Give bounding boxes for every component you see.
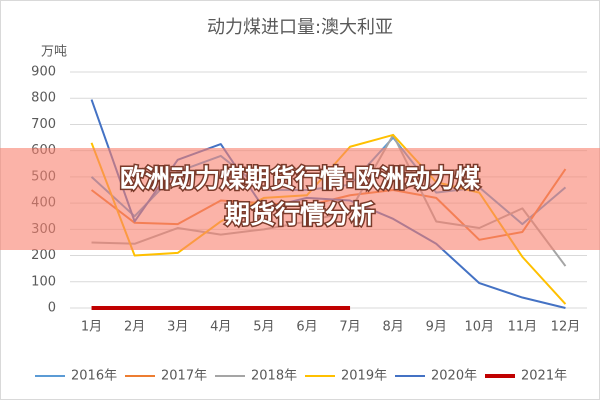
legend-label: 2020年 — [431, 369, 477, 384]
y-axis-label: 万吨 — [41, 45, 67, 60]
x-tick-label: 1月 — [81, 320, 102, 335]
banner-text: 欧洲动力煤期货行情:欧洲动力煤 — [120, 164, 480, 193]
y-tick-label: 700 — [31, 117, 56, 132]
y-tick-label: 200 — [31, 248, 56, 263]
x-tick-label: 7月 — [339, 320, 360, 335]
banner-text: 期货行情分析 — [225, 200, 375, 229]
x-tick-label: 11月 — [508, 320, 538, 335]
x-tick-label: 9月 — [426, 320, 447, 335]
x-tick-label: 6月 — [296, 320, 317, 335]
x-tick-label: 10月 — [465, 320, 495, 335]
x-tick-label: 5月 — [253, 320, 274, 335]
x-tick-label: 12月 — [551, 320, 581, 335]
chart-title: 动力煤进口量:澳大利亚 — [207, 17, 393, 38]
x-tick-label: 2月 — [124, 320, 145, 335]
legend-label: 2019年 — [341, 369, 387, 384]
legend-label: 2016年 — [71, 369, 117, 384]
banner — [0, 148, 600, 250]
legend-label: 2018年 — [251, 369, 297, 384]
y-tick-label: 900 — [31, 65, 56, 80]
y-tick-label: 100 — [31, 274, 56, 289]
x-tick-label: 3月 — [167, 320, 188, 335]
legend-label: 2021年 — [521, 369, 567, 384]
y-tick-label: 0 — [48, 301, 56, 316]
legend-label: 2017年 — [161, 369, 207, 384]
x-tick-label: 4月 — [210, 320, 231, 335]
x-tick-label: 8月 — [382, 320, 403, 335]
y-tick-label: 800 — [31, 91, 56, 106]
